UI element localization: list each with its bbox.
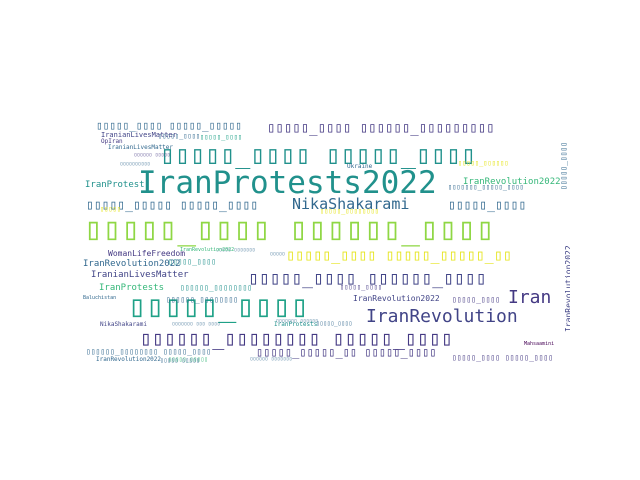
word-iranrevolution2022-c: IranRevolution2022 bbox=[353, 294, 440, 303]
word-iranianlivesmatter-a: IranianLivesMatter bbox=[101, 131, 177, 139]
glyph-phrase: ▯▯▯▯▯_▯▯▯▯ bbox=[452, 295, 501, 304]
word-nikashakarami-b: NikaShakarami bbox=[100, 321, 147, 328]
glyph-phrase: ▯▯▯▯▯_▯▯▯▯ ▯▯▯▯▯_▯▯▯▯▯_▯▯ bbox=[286, 246, 512, 264]
word-nikashakarami: NikaShakarami bbox=[292, 195, 410, 213]
glyph-phrase: ▯▯▯▯▯▯▯▯▯▯ bbox=[120, 161, 151, 167]
glyph-phrase: ▯▯▯▯▯_▯▯▯▯ bbox=[448, 198, 527, 213]
word-iranianlivesmatter-b: IranianLivesMatter bbox=[91, 270, 189, 280]
glyph-phrase: ▯▯▯▯▯_▯▯▯▯ ▯▯▯▯▯_▯▯▯▯▯ bbox=[96, 119, 242, 132]
word-ukraine: Ukraine bbox=[347, 163, 373, 170]
glyph-phrase: ▯▯▯▯▯▯▯ ▯▯▯ ▯▯▯▯ bbox=[172, 321, 221, 327]
glyph-phrase: ▯▯▯▯▯ bbox=[270, 251, 286, 257]
glyph-phrase: ▯▯▯▯▯_▯▯▯▯▯_▯▯ ▯▯▯▯▯_▯▯▯▯ bbox=[256, 345, 437, 359]
word-iranrevolution2022-f: IranRevolution2022 bbox=[180, 247, 235, 253]
word-iranrevolution: IranRevolution bbox=[366, 306, 518, 327]
glyph-phrase: ▯▯▯▯▯_▯▯▯▯ ▯▯▯▯▯_▯▯▯▯ bbox=[160, 140, 477, 169]
glyph-phrase: ▯▯▯▯▯_▯▯▯▯ ▯▯▯▯▯▯_▯▯▯▯▯▯▯▯▯ bbox=[267, 120, 495, 136]
glyph-phrase: ▯▯▯▯▯_▯▯▯▯▯ bbox=[168, 356, 208, 363]
glyph-phrase: ▯▯▯▯▯_▯▯▯▯ bbox=[168, 257, 217, 266]
word-iranianlivesmatter-c: IranianLivesMatter bbox=[108, 144, 174, 151]
word-baluchistan: Baluchistan bbox=[83, 295, 117, 301]
word-iranrevolution2022-e: IranRevolution2022 bbox=[564, 245, 570, 332]
glyph-phrase: ▯▯▯▯▯_▯▯▯▯▯ ▯▯▯▯▯_▯▯▯▯ bbox=[86, 198, 259, 213]
glyph-phrase: ▯▯▯▯▯ ▯▯▯▯▯▯▯ bbox=[216, 247, 256, 253]
glyph-phrase: ▯▯▯▯▯▯ ▯▯▯▯▯ bbox=[134, 152, 171, 158]
glyph-phrase: ▯▯▯▯▯_▯▯▯▯ bbox=[158, 132, 201, 140]
glyph-phrase: ▯▯▯▯▯_▯▯▯▯▯▯▯▯ bbox=[320, 207, 380, 215]
word-iranrevolution2022-a: IranRevolution2022 bbox=[463, 177, 561, 187]
glyph-phrase: ▯▯▯▯▯_▯▯▯▯ ▯▯▯▯▯▯_▯▯▯▯ bbox=[248, 268, 487, 289]
glyph-phrase: ▯▯▯▯▯_▯▯▯▯ bbox=[559, 141, 568, 190]
word-opiran: OpIran bbox=[101, 138, 123, 145]
word-iranrevolution2022-d: IranRevolution2022 bbox=[96, 356, 162, 363]
word-iranprotests2022: IranProtests2022 bbox=[138, 165, 437, 201]
word-mahsaamini: Mahsaamini bbox=[524, 341, 555, 347]
glyph-phrase: ▯▯▯▯▯_▯▯▯▯ bbox=[128, 289, 309, 324]
glyph-phrase: ▯▯▯▯▯▯_▯▯▯▯▯▯▯▯ bbox=[180, 283, 253, 292]
glyph-phrase: ▯▯▯▯▯_▯▯▯▯ ▯▯▯▯▯▯_▯▯▯▯ bbox=[84, 211, 495, 247]
glyph-phrase: ▯▯▯▯▯▯_▯▯▯▯▯▯▯▯ bbox=[166, 295, 239, 304]
glyph-phrase: ▯▯▯▯▯ bbox=[100, 205, 122, 213]
glyph-phrase: ▯▯▯▯▯▯▯ ▯▯▯▯▯▯ bbox=[276, 318, 319, 324]
glyph-phrase: ▯▯▯▯▯▯_▯▯▯▯▯▯▯▯ ▯▯▯▯▯_▯▯▯▯ bbox=[140, 326, 454, 350]
word-iranprotests-b: IranProtests bbox=[274, 321, 318, 328]
glyph-phrase: ▯▯▯▯▯_▯▯▯▯ bbox=[340, 283, 383, 291]
word-iran: Iran bbox=[508, 287, 552, 308]
glyph-phrase: ▯▯▯▯▯_▯▯▯▯▯▯ bbox=[458, 159, 509, 167]
glyph-phrase: ▯▯▯▯▯ ▯▯▯▯▯ bbox=[160, 357, 200, 364]
word-iranprotest: IranProtest bbox=[85, 180, 145, 190]
word-womanlifefreedom: WomanLifeFreedom bbox=[108, 249, 186, 258]
glyph-phrase: ▯▯▯▯▯▯ ▯▯▯▯▯▯▯ bbox=[250, 356, 293, 362]
word-cloud: ▯▯▯▯▯_▯▯▯▯ ▯▯▯▯▯_▯▯▯▯▯ ▯▯▯▯▯_▯▯▯▯ ▯▯▯▯▯▯… bbox=[80, 110, 570, 372]
word-iranprotests-a: IranProtests bbox=[99, 283, 165, 293]
word-iranrevolution2022-b: IranRevolution2022 bbox=[83, 259, 181, 269]
glyph-phrase: ▯▯▯▯▯_▯▯▯▯ bbox=[200, 133, 243, 141]
glyph-phrase: ▯▯▯▯▯▯_▯▯▯▯▯▯▯▯ ▯▯▯▯▯_▯▯▯▯ bbox=[86, 347, 212, 356]
glyph-phrase: ▯▯▯▯▯▯▯_▯▯▯▯▯_▯▯▯▯ bbox=[448, 183, 524, 191]
glyph-phrase: ▯▯▯▯▯_▯▯▯▯ bbox=[316, 320, 353, 327]
glyph-phrase: ▯▯▯▯▯_▯▯▯▯ ▯▯▯▯▯_▯▯▯▯ bbox=[452, 353, 554, 362]
